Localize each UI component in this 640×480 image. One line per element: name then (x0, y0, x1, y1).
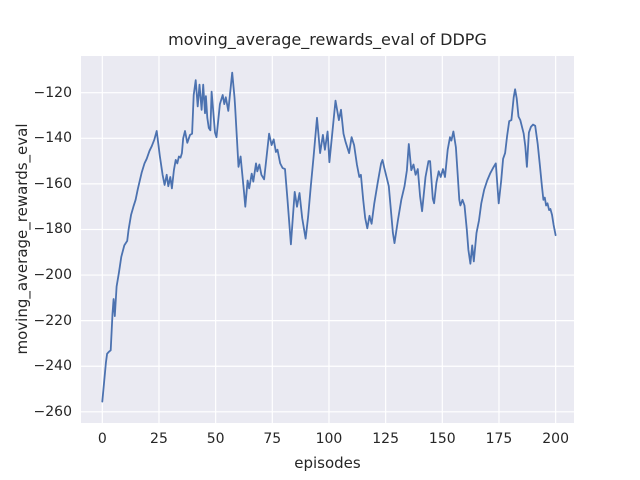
x-axis-label: episodes (294, 454, 361, 472)
x-tick-label: 50 (206, 431, 225, 447)
x-tick-label: 150 (428, 431, 456, 447)
y-tick-label: −160 (33, 175, 72, 192)
plot-background (81, 56, 574, 423)
x-tick-label: 125 (372, 431, 399, 447)
x-tick-label: 25 (150, 431, 168, 447)
y-tick-label: −240 (33, 358, 72, 375)
data-line (101, 71, 557, 403)
y-tick-label: −120 (33, 84, 72, 101)
y-tick-label: −200 (33, 267, 72, 284)
chart-title: moving_average_rewards_eval of DDPG (168, 30, 487, 49)
x-tick-label: 100 (315, 431, 343, 447)
x-tick-label: 200 (542, 431, 569, 447)
x-tick-label: 0 (97, 431, 107, 447)
x-tick-label: 175 (485, 431, 513, 447)
y-tick-label: −140 (33, 130, 72, 147)
y-tick-label: −180 (33, 221, 72, 238)
y-tick-label: −220 (33, 312, 72, 329)
x-tick-label: 75 (263, 431, 282, 447)
y-tick-label: −260 (33, 403, 72, 420)
